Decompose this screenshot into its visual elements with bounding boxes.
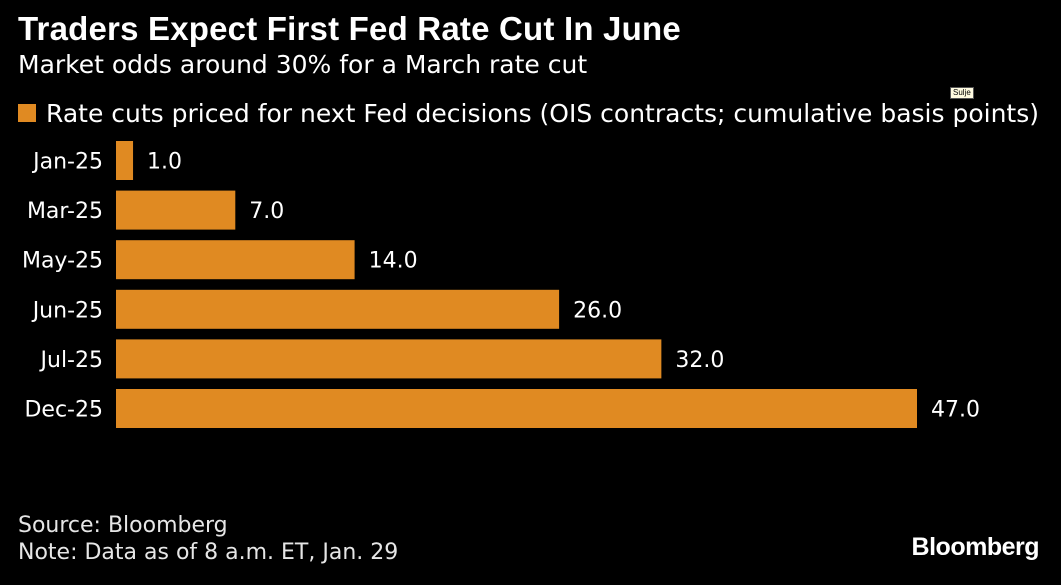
category-label: May-25 — [22, 249, 103, 274]
value-label: 7.0 — [249, 199, 284, 224]
close-tooltip[interactable]: Sulje — [950, 87, 974, 99]
category-label: Dec-25 — [24, 398, 103, 423]
legend-label: Rate cuts priced for next Fed decisions … — [46, 98, 1039, 128]
source-note: Source: Bloomberg — [18, 513, 228, 538]
value-label: 26.0 — [573, 298, 622, 323]
legend-swatch — [18, 104, 36, 122]
bar-jan-25 — [116, 141, 134, 180]
value-label: 32.0 — [675, 348, 724, 373]
category-label: Mar-25 — [27, 199, 103, 224]
category-label: Jan-25 — [31, 150, 103, 175]
chart-title: Traders Expect First Fed Rate Cut In Jun… — [18, 10, 681, 47]
data-note: Note: Data as of 8 a.m. ET, Jan. 29 — [18, 540, 399, 565]
bar-jul-25 — [116, 339, 662, 379]
category-label: Jul-25 — [39, 348, 103, 373]
category-label: Jun-25 — [31, 298, 103, 323]
bar-jun-25 — [116, 289, 560, 329]
bar-dec-25 — [116, 389, 917, 428]
bloomberg-logo: Bloomberg — [911, 533, 1040, 561]
value-label: 1.0 — [147, 150, 182, 175]
bar-mar-25 — [116, 190, 236, 230]
legend: Rate cuts priced for next Fed decisions … — [18, 98, 1039, 128]
chart-subtitle: Market odds around 30% for a March rate … — [18, 50, 588, 79]
bar-may-25 — [116, 240, 355, 280]
value-label: 47.0 — [931, 398, 980, 423]
value-label: 14.0 — [369, 249, 418, 274]
